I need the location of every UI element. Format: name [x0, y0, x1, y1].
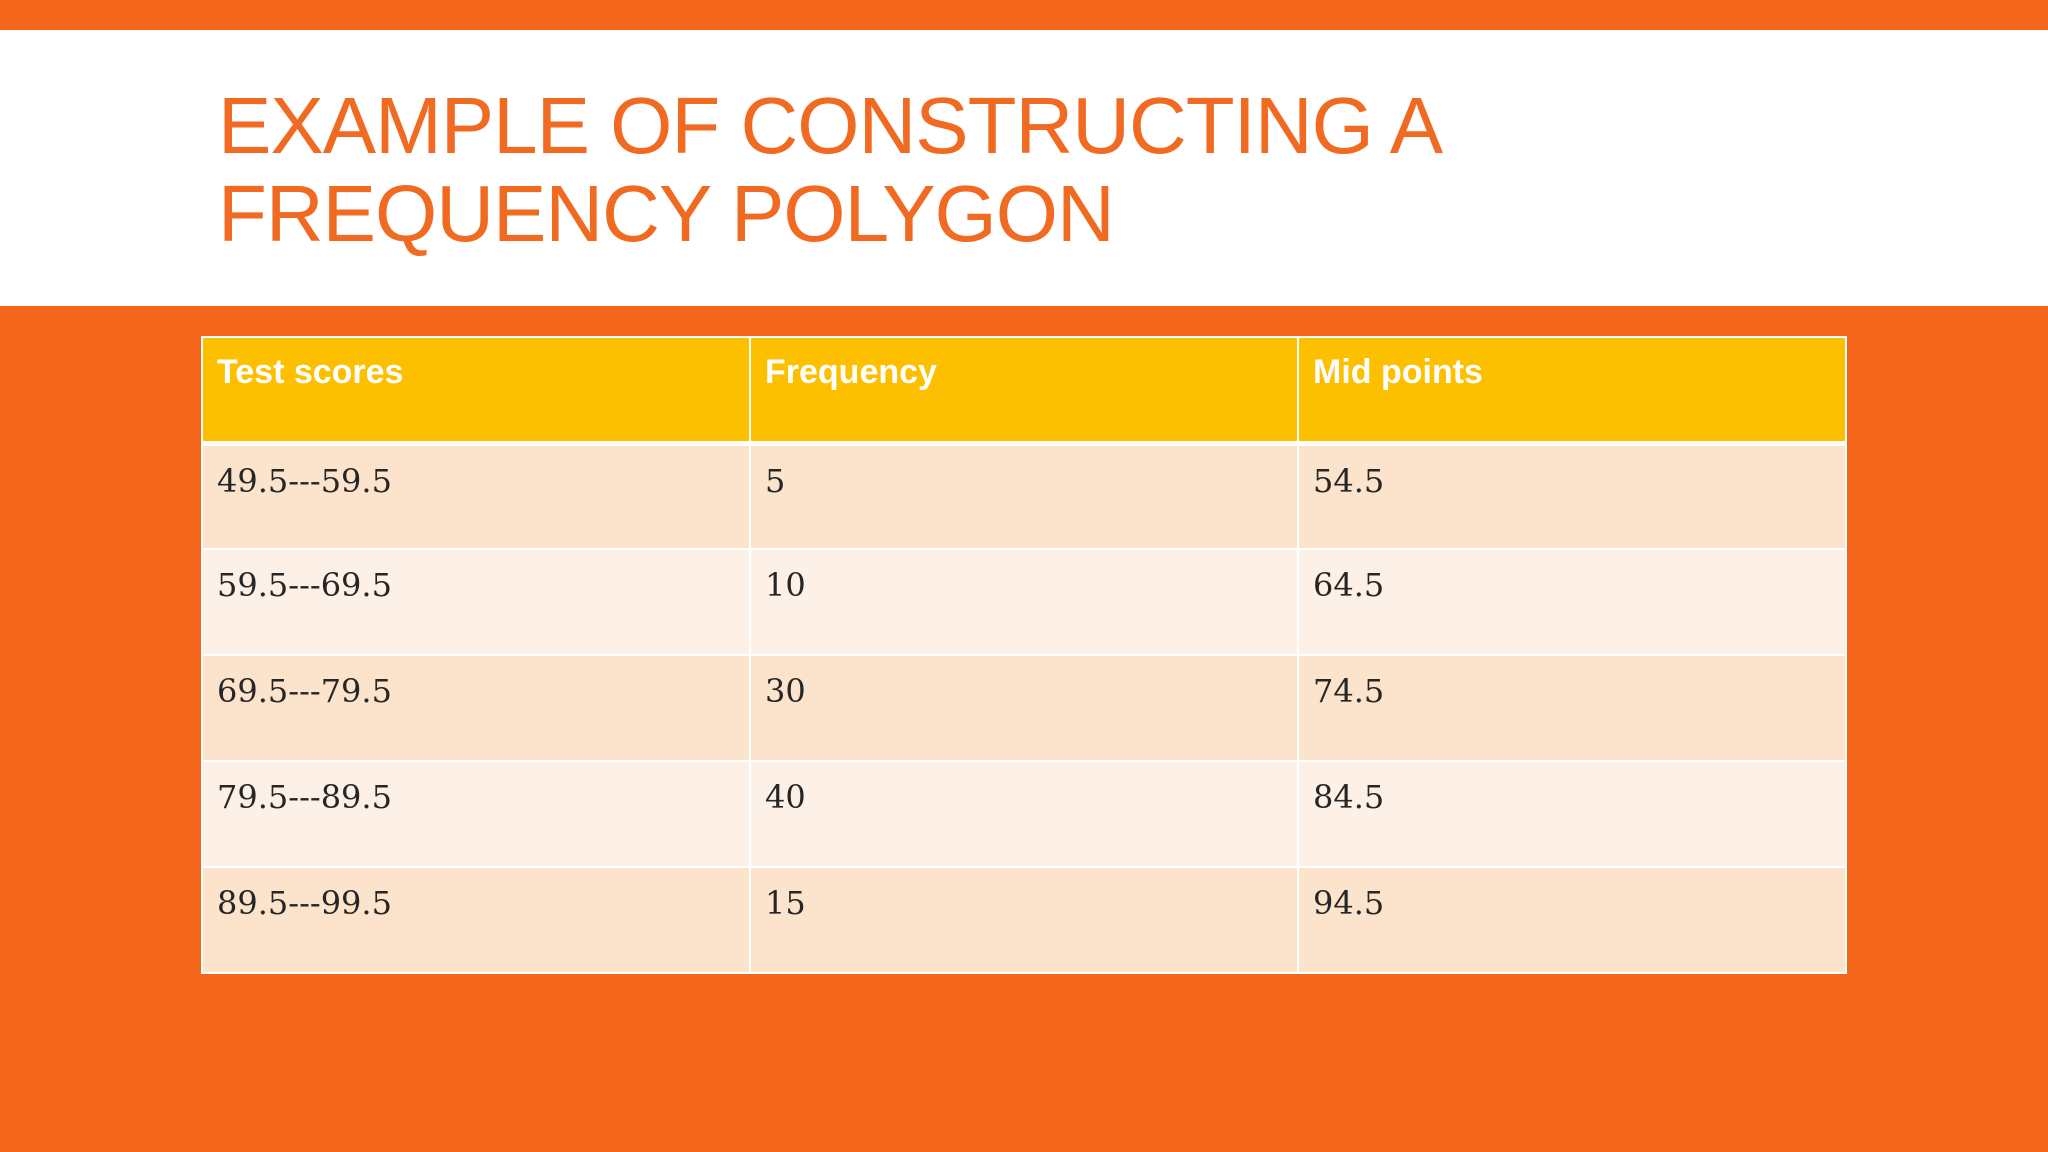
cell-mid-point: 94.5 — [1297, 866, 1847, 974]
cell-test-scores: 49.5---59.5 — [201, 442, 751, 550]
header-mid-points: Mid points — [1297, 336, 1847, 446]
title-band: EXAMPLE OF CONSTRUCTING A FREQUENCY POLY… — [0, 30, 2048, 306]
cell-frequency: 30 — [749, 654, 1299, 762]
header-test-scores: Test scores — [201, 336, 751, 446]
cell-test-scores: 89.5---99.5 — [201, 866, 751, 974]
cell-test-scores: 79.5---89.5 — [201, 760, 751, 868]
table-row: 89.5---99.5 15 94.5 — [201, 866, 1847, 974]
cell-mid-point: 84.5 — [1297, 760, 1847, 868]
table-row: 59.5---69.5 10 64.5 — [201, 548, 1847, 656]
header-frequency: Frequency — [749, 336, 1299, 446]
table-header-row: Test scores Frequency Mid points — [201, 336, 1847, 446]
table-row: 69.5---79.5 30 74.5 — [201, 654, 1847, 762]
cell-frequency: 10 — [749, 548, 1299, 656]
frequency-table: Test scores Frequency Mid points 49.5---… — [201, 336, 1847, 974]
table-row: 79.5---89.5 40 84.5 — [201, 760, 1847, 868]
cell-mid-point: 74.5 — [1297, 654, 1847, 762]
cell-frequency: 15 — [749, 866, 1299, 974]
cell-mid-point: 54.5 — [1297, 442, 1847, 550]
cell-frequency: 40 — [749, 760, 1299, 868]
cell-test-scores: 69.5---79.5 — [201, 654, 751, 762]
table-row: 49.5---59.5 5 54.5 — [201, 442, 1847, 550]
cell-frequency: 5 — [749, 442, 1299, 550]
cell-mid-point: 64.5 — [1297, 548, 1847, 656]
cell-test-scores: 59.5---69.5 — [201, 548, 751, 656]
slide-title: EXAMPLE OF CONSTRUCTING A FREQUENCY POLY… — [218, 81, 1439, 258]
